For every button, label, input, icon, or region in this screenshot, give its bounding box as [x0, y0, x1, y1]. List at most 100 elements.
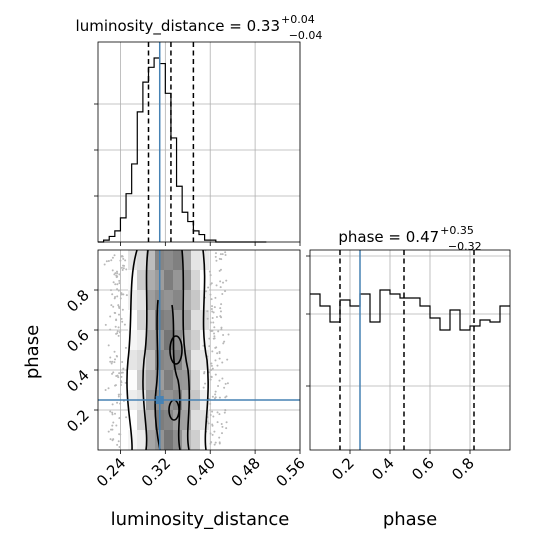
joint-bin	[173, 350, 182, 370]
joint-point	[124, 346, 127, 349]
joint-point	[114, 358, 117, 361]
joint-point	[225, 279, 228, 282]
joint-point	[214, 441, 217, 444]
joint-point	[214, 359, 217, 362]
joint-point	[118, 273, 121, 276]
joint-point	[107, 430, 110, 433]
joint-point	[104, 388, 107, 391]
joint-point	[223, 386, 226, 389]
joint-bin	[173, 430, 182, 450]
joint-bin	[164, 410, 173, 430]
phase-histogram-panel: 0.2 0.4 0.6 0.8 phase = 0.47+0.35 −0.32 phas…	[306, 224, 511, 530]
joint-point	[224, 290, 227, 293]
joint-point	[220, 432, 223, 435]
joint-bin	[182, 410, 191, 430]
joint-bin	[191, 410, 200, 430]
joint-point	[114, 325, 117, 328]
joint-bin	[137, 290, 146, 310]
joint-bin	[164, 370, 173, 390]
joint-point	[109, 410, 112, 413]
phase-hist-frame	[309, 249, 511, 451]
joint-point	[215, 316, 218, 319]
joint-point	[110, 289, 113, 292]
joint-bin	[191, 330, 200, 350]
joint-point	[209, 378, 212, 381]
joint-bin	[137, 250, 146, 270]
joint-bin	[182, 290, 191, 310]
joint-bin	[137, 370, 146, 390]
joint-point	[218, 442, 221, 445]
joint-bin	[191, 250, 200, 270]
joint-truth-marker	[155, 396, 164, 404]
joint-point	[119, 433, 122, 436]
joint-point	[120, 371, 123, 374]
phase-hist-title: phase = 0.47+0.35 −0.32	[338, 224, 481, 253]
joint-point	[214, 252, 217, 255]
joint-point	[117, 393, 120, 396]
joint-point	[212, 415, 215, 418]
joint-bin	[200, 410, 209, 430]
joint-bin	[173, 270, 182, 290]
joint-point	[214, 255, 217, 258]
joint-point	[117, 440, 120, 443]
joint-point	[116, 272, 119, 275]
joint-point	[116, 295, 119, 298]
joint-point	[226, 382, 229, 385]
joint-bin	[146, 350, 155, 370]
joint-bin	[173, 250, 182, 270]
joint-point	[210, 362, 213, 365]
joint-point	[210, 282, 213, 285]
joint-point	[221, 377, 224, 380]
joint-point	[113, 350, 116, 353]
joint-bin	[182, 310, 191, 330]
phase-hist-grid	[310, 250, 510, 450]
joint-point	[216, 411, 219, 414]
joint-bin	[128, 310, 137, 330]
joint-point	[111, 411, 114, 414]
joint-ytick-label-2: 0.6	[63, 326, 93, 356]
joint-bin	[173, 310, 182, 330]
joint-point	[113, 361, 116, 364]
joint-point	[216, 421, 219, 424]
joint-point	[116, 270, 119, 273]
joint-point	[111, 439, 114, 442]
joint-point	[116, 332, 119, 335]
joint-bin	[146, 270, 155, 290]
joint-bin	[191, 270, 200, 290]
joint-point	[207, 422, 210, 425]
joint-point	[210, 376, 213, 379]
joint-xtick-label-3: 0.48	[228, 454, 264, 490]
contour-outer-left	[126, 250, 138, 450]
joint-point	[113, 254, 116, 257]
joint-bin	[137, 410, 146, 430]
joint-bin	[173, 290, 182, 310]
phase-axis-label-y: phase	[22, 325, 43, 379]
joint-bin	[146, 330, 155, 350]
joint-bin	[200, 350, 209, 370]
joint-frame	[97, 249, 301, 451]
joint-point	[123, 264, 126, 267]
joint-y-ticks: 0.2 0.4 0.6 0.8	[63, 286, 98, 436]
joint-point	[111, 413, 114, 416]
joint-point	[109, 438, 112, 441]
joint-point	[209, 321, 212, 324]
joint-point	[211, 310, 214, 313]
ld-histogram-panel: luminosity_distance = 0.33+0.04 −0.04	[76, 13, 323, 246]
joint-point	[125, 416, 128, 419]
joint-point	[213, 443, 216, 446]
joint-point	[115, 424, 118, 427]
joint-point	[113, 273, 116, 276]
joint-point	[218, 269, 221, 272]
joint-point	[115, 274, 118, 277]
ld-hist-title: luminosity_distance = 0.33+0.04 −0.04	[76, 13, 323, 42]
joint-point	[214, 393, 217, 396]
contour-inner	[154, 299, 181, 450]
joint-point	[114, 296, 117, 299]
joint-point	[214, 373, 217, 376]
joint-point	[114, 384, 117, 387]
joint-bin	[128, 350, 137, 370]
joint-point	[121, 308, 124, 311]
joint-point	[118, 417, 121, 420]
joint-bin	[128, 250, 137, 270]
ld-hist-ticks	[94, 103, 301, 246]
